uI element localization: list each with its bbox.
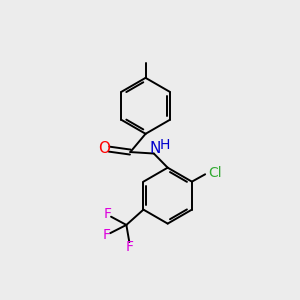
Text: O: O bbox=[98, 141, 110, 156]
Text: F: F bbox=[125, 240, 133, 254]
Text: F: F bbox=[103, 207, 112, 221]
Text: N: N bbox=[150, 141, 161, 156]
Text: Cl: Cl bbox=[208, 166, 222, 180]
Text: F: F bbox=[103, 228, 111, 242]
Text: H: H bbox=[160, 138, 170, 152]
